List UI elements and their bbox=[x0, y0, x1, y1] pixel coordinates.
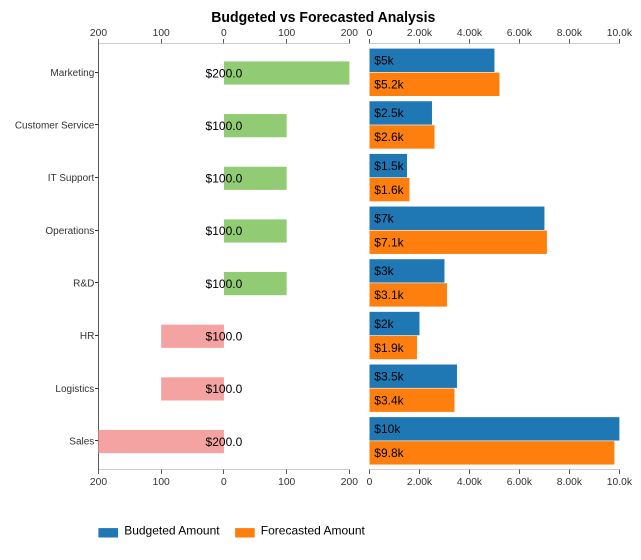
svg-text:$100.0: $100.0 bbox=[206, 172, 243, 186]
svg-text:6.00k: 6.00k bbox=[507, 477, 533, 488]
svg-text:$100.0: $100.0 bbox=[206, 277, 243, 291]
svg-text:$3.4k: $3.4k bbox=[374, 394, 404, 408]
svg-text:Operations: Operations bbox=[45, 226, 94, 237]
svg-text:$3.5k: $3.5k bbox=[374, 370, 404, 384]
svg-text:0: 0 bbox=[367, 28, 373, 39]
svg-text:Sales: Sales bbox=[69, 437, 94, 448]
svg-text:Customer Service: Customer Service bbox=[15, 121, 95, 132]
svg-text:R&D: R&D bbox=[73, 279, 94, 290]
svg-text:0: 0 bbox=[221, 28, 227, 39]
svg-text:$1.6k: $1.6k bbox=[374, 183, 404, 197]
svg-text:6.00k: 6.00k bbox=[507, 28, 533, 39]
svg-text:8.00k: 8.00k bbox=[557, 477, 583, 488]
svg-text:4.00k: 4.00k bbox=[457, 477, 483, 488]
svg-text:100: 100 bbox=[278, 477, 295, 488]
svg-text:4.00k: 4.00k bbox=[457, 28, 483, 39]
svg-text:200: 200 bbox=[341, 28, 358, 39]
svg-text:100: 100 bbox=[278, 28, 295, 39]
svg-text:$2k: $2k bbox=[374, 317, 394, 331]
svg-text:Marketing: Marketing bbox=[50, 68, 94, 79]
svg-text:$7.1k: $7.1k bbox=[374, 236, 404, 250]
svg-text:$5.2k: $5.2k bbox=[374, 78, 404, 92]
svg-text:$3.1k: $3.1k bbox=[374, 288, 404, 302]
svg-text:0: 0 bbox=[367, 477, 373, 488]
svg-text:IT Support: IT Support bbox=[48, 173, 95, 184]
svg-text:$100.0: $100.0 bbox=[206, 224, 243, 238]
svg-text:10.0k: 10.0k bbox=[607, 477, 633, 488]
svg-text:$2.6k: $2.6k bbox=[374, 130, 404, 144]
svg-text:$1.5k: $1.5k bbox=[374, 159, 404, 173]
svg-text:100: 100 bbox=[153, 477, 170, 488]
svg-text:$3k: $3k bbox=[374, 264, 394, 278]
svg-text:2.00k: 2.00k bbox=[407, 28, 433, 39]
svg-text:Budgeted Amount: Budgeted Amount bbox=[124, 524, 220, 538]
svg-text:10.0k: 10.0k bbox=[607, 28, 633, 39]
svg-text:Logistics: Logistics bbox=[55, 384, 94, 395]
svg-text:$9.8k: $9.8k bbox=[374, 446, 404, 460]
svg-text:8.00k: 8.00k bbox=[557, 28, 583, 39]
svg-text:2.00k: 2.00k bbox=[407, 477, 433, 488]
svg-text:200: 200 bbox=[90, 28, 107, 39]
svg-text:$10k: $10k bbox=[374, 422, 401, 436]
svg-text:$2.5k: $2.5k bbox=[374, 106, 404, 120]
svg-text:$200.0: $200.0 bbox=[206, 435, 243, 449]
svg-text:100: 100 bbox=[153, 28, 170, 39]
svg-text:$7k: $7k bbox=[374, 212, 394, 226]
svg-text:$100.0: $100.0 bbox=[206, 382, 243, 396]
svg-text:$5k: $5k bbox=[374, 54, 394, 68]
svg-text:$100.0: $100.0 bbox=[206, 330, 243, 344]
svg-text:$200.0: $200.0 bbox=[206, 66, 243, 80]
svg-text:HR: HR bbox=[80, 331, 94, 342]
svg-text:$1.9k: $1.9k bbox=[374, 341, 404, 355]
svg-text:$100.0: $100.0 bbox=[206, 119, 243, 133]
svg-text:0: 0 bbox=[221, 477, 227, 488]
svg-text:200: 200 bbox=[90, 477, 107, 488]
svg-text:Forecasted Amount: Forecasted Amount bbox=[261, 524, 366, 538]
svg-text:200: 200 bbox=[341, 477, 358, 488]
svg-text:Budgeted vs Forecasted Analysi: Budgeted vs Forecasted Analysis bbox=[211, 9, 435, 26]
